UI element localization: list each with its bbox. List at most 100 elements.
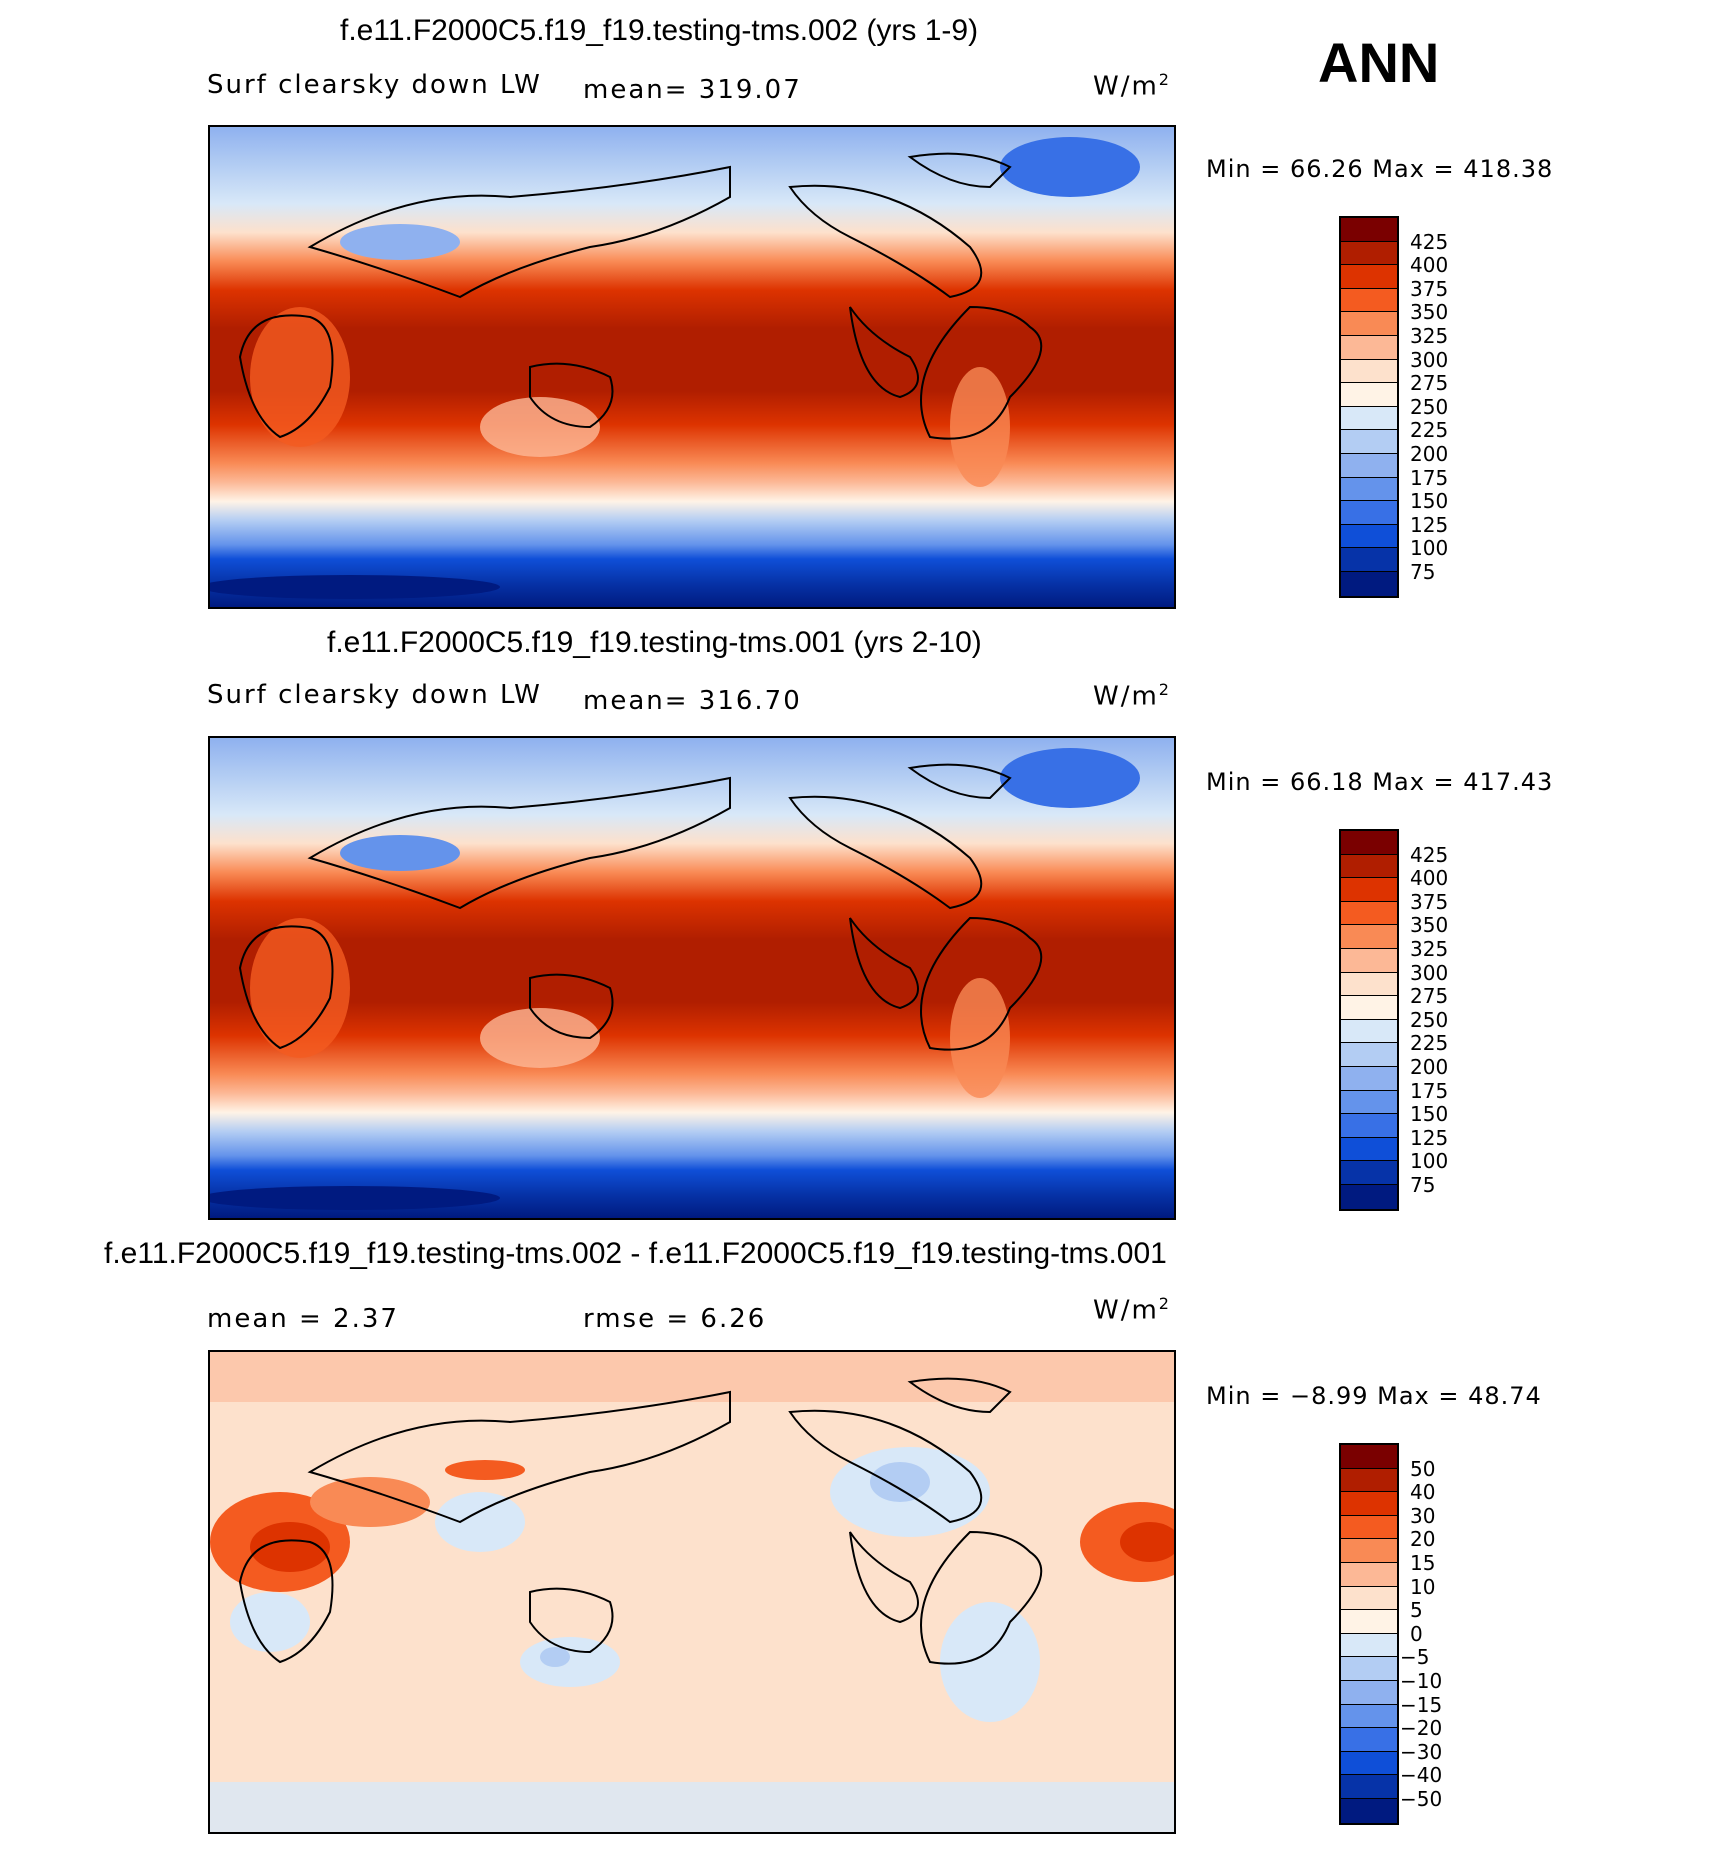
colorbar-tick-label: 300 (1410, 960, 1449, 985)
colorbar-tick-label: 375 (1410, 276, 1449, 301)
colorbar-segment (1341, 878, 1397, 902)
colorbar-tick-label: 350 (1410, 300, 1449, 325)
colorbar-segment (1341, 430, 1397, 454)
season-label: ANN (1318, 31, 1440, 94)
colorbar-segment (1341, 1657, 1397, 1681)
colorbar-tick-label: 40 (1410, 1480, 1436, 1505)
colorbar-tick-label: −15 (1400, 1692, 1443, 1717)
colorbar-tick-label: 200 (1410, 1055, 1449, 1079)
map-plot (210, 1352, 1174, 1832)
colorbar-tick-label: 400 (1410, 866, 1449, 891)
colorbar-segment (1341, 1562, 1397, 1587)
colorbar-segment (1341, 1043, 1397, 1067)
colorbar-segment (1341, 1704, 1397, 1729)
colorbar-segment (1341, 948, 1397, 973)
colorbar-tick-label: 175 (1410, 1078, 1449, 1103)
colorbar-tick-label: 150 (1410, 1102, 1449, 1127)
colorbar-tick-label: 400 (1410, 253, 1449, 278)
colorbar-segment (1341, 383, 1397, 407)
colorbar-segment (1341, 406, 1397, 431)
map-difference (208, 1350, 1176, 1834)
map-plot (210, 127, 1174, 607)
colorbar-segment (1341, 1161, 1397, 1185)
colorbar-segment (1341, 524, 1397, 549)
colorbar-tick-label: 20 (1410, 1527, 1436, 1552)
colorbar-tick-label: 75 (1410, 1173, 1436, 1197)
colorbar-tick-label: 150 (1410, 489, 1449, 514)
colorbar-tick-label: 325 (1410, 937, 1449, 961)
colorbar-tick-label: 10 (1410, 1574, 1436, 1599)
colorbar-segment (1341, 335, 1397, 360)
rmse-label: rmse = 6.26 (583, 1304, 767, 1334)
colorbar-segment (1341, 1137, 1397, 1162)
map-case-2 (208, 736, 1176, 1220)
map-case-1 (208, 125, 1176, 609)
colorbar-tick-label: 425 (1410, 842, 1449, 867)
colorbar-segment (1341, 1586, 1397, 1611)
colorbar-segment (1341, 501, 1397, 525)
colorbar (1339, 829, 1399, 1211)
panel-title: f.e11.F2000C5.f19_f19.testing-tms.001 (y… (327, 626, 982, 659)
minmax-label: Min = 66.18 Max = 417.43 (1206, 768, 1554, 796)
units-label: W/m2 (1093, 680, 1171, 712)
colorbar-tick-label: −5 (1400, 1645, 1430, 1670)
panel-title: f.e11.F2000C5.f19_f19.testing-tms.002 (y… (340, 14, 979, 47)
colorbar-tick-label: 125 (1410, 512, 1449, 537)
colorbar-tick-label: −30 (1400, 1739, 1443, 1764)
colorbar-segment (1341, 1539, 1397, 1563)
colorbar (1339, 216, 1399, 598)
colorbar-tick-label: −20 (1400, 1716, 1443, 1741)
colorbar-segment (1341, 1798, 1397, 1823)
colorbar-tick-label: 250 (1410, 394, 1449, 419)
colorbar-segment (1341, 1114, 1397, 1138)
colorbar-segment (1341, 571, 1397, 596)
colorbar-segment (1341, 901, 1397, 926)
colorbar-tick-label: 50 (1410, 1456, 1436, 1481)
colorbar-tick-label: 350 (1410, 913, 1449, 938)
colorbar-segment (1341, 1775, 1397, 1799)
colorbar-tick-label: 125 (1410, 1125, 1449, 1150)
colorbar-segment (1341, 1468, 1397, 1493)
colorbar-segment (1341, 1492, 1397, 1516)
colorbar-tick-label: 15 (1410, 1551, 1436, 1575)
colorbar-segment (1341, 1610, 1397, 1634)
colorbar-tick-label: 325 (1410, 324, 1449, 348)
colorbar-segment (1341, 1090, 1397, 1115)
colorbar-tick-label: 300 (1410, 347, 1449, 372)
colorbar-segment (1341, 218, 1397, 242)
colorbar-segment (1341, 831, 1397, 855)
mean-label: mean= 319.07 (583, 75, 802, 105)
colorbar-segment (1341, 1680, 1397, 1705)
colorbar-tick-label: 425 (1410, 229, 1449, 254)
colorbar-segment (1341, 1751, 1397, 1776)
colorbar-tick-label: 75 (1410, 560, 1436, 584)
colorbar-segment (1341, 1445, 1397, 1469)
colorbar-segment (1341, 453, 1397, 478)
colorbar-segment (1341, 1019, 1397, 1044)
colorbar-tick-label: 175 (1410, 465, 1449, 490)
colorbar-tick-label: −50 (1400, 1787, 1443, 1811)
colorbar (1339, 1443, 1399, 1825)
minmax-label: Min = −8.99 Max = 48.74 (1206, 1382, 1542, 1410)
colorbar-segment (1341, 477, 1397, 502)
colorbar-segment (1341, 548, 1397, 572)
units-label: W/m2 (1093, 1294, 1171, 1326)
minmax-label: Min = 66.26 Max = 418.38 (1206, 155, 1554, 183)
colorbar-tick-label: 0 (1410, 1621, 1423, 1646)
colorbar-segment (1341, 312, 1397, 336)
variable-label: Surf clearsky down LW (207, 70, 542, 100)
colorbar-segment (1341, 854, 1397, 879)
colorbar-tick-label: 225 (1410, 418, 1449, 443)
units-label: W/m2 (1093, 70, 1171, 102)
colorbar-tick-label: 30 (1410, 1503, 1436, 1528)
colorbar-segment (1341, 972, 1397, 997)
colorbar-segment (1341, 1184, 1397, 1209)
colorbar-segment (1341, 1728, 1397, 1752)
colorbar-segment (1341, 241, 1397, 266)
colorbar-segment (1341, 265, 1397, 289)
mean-label: mean= 316.70 (583, 686, 802, 716)
variable-label: Surf clearsky down LW (207, 680, 542, 710)
colorbar-segment (1341, 1633, 1397, 1658)
colorbar-tick-label: 100 (1410, 1149, 1449, 1174)
colorbar-tick-label: 225 (1410, 1031, 1449, 1056)
